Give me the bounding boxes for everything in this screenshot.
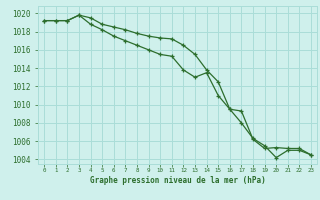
X-axis label: Graphe pression niveau de la mer (hPa): Graphe pression niveau de la mer (hPa) <box>90 176 266 185</box>
